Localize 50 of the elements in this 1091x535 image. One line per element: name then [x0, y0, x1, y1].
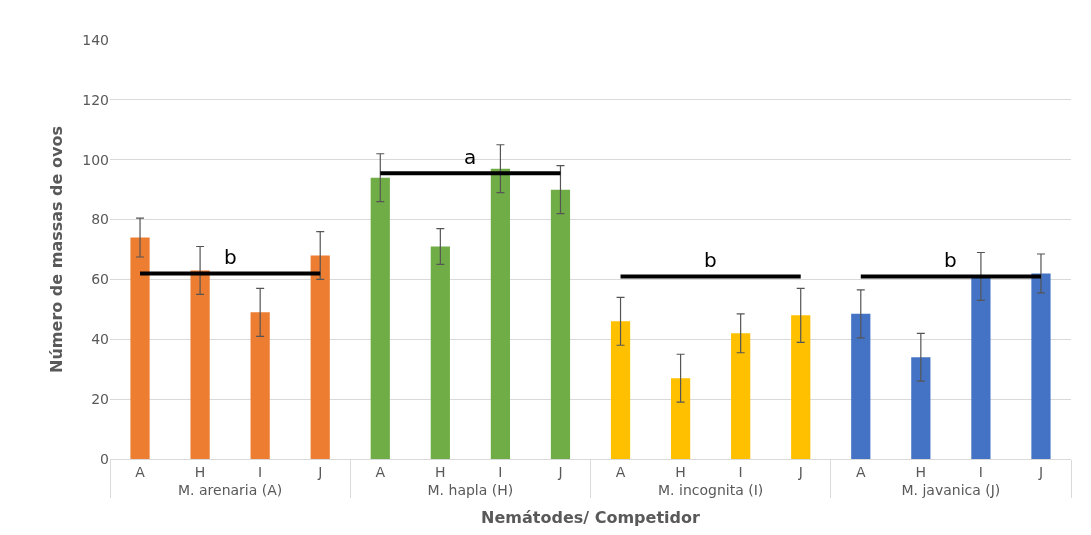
series-label: a [464, 145, 477, 169]
x-tick-label: H [435, 463, 446, 480]
x-tick-label: J [1037, 463, 1044, 480]
x-tick-label: I [498, 463, 503, 480]
text: M. arenaria (A) [178, 481, 283, 498]
bar [971, 276, 991, 459]
bar [250, 312, 270, 459]
y-tick-label: 80 [91, 211, 109, 228]
x-tick-label: J [797, 463, 803, 480]
bar [851, 313, 871, 459]
y-tick-label: 40 [91, 331, 109, 348]
y-tick-label: 0 [100, 450, 109, 467]
x-tick-label: A [855, 463, 866, 480]
x-tick-label: J [317, 463, 323, 480]
bar [670, 378, 691, 459]
bar [490, 168, 511, 459]
y-tick-label: 20 [91, 391, 109, 408]
text: M. javanica (J) [901, 481, 1001, 498]
x-tick-label: I [738, 463, 743, 480]
series-label: b [224, 245, 237, 269]
x-tick-label: A [615, 463, 626, 480]
x-tick-label: H [675, 463, 686, 480]
y-axis-title: Número de massas de ovos [47, 126, 67, 373]
bar [130, 237, 150, 459]
x-tick-label: J [557, 463, 563, 480]
y-tick-label: 140 [82, 31, 109, 48]
bar [911, 357, 931, 459]
bar [550, 189, 571, 459]
bar [791, 315, 811, 459]
bar [430, 246, 450, 459]
x-tick-label: A [135, 463, 146, 480]
bar [370, 177, 390, 459]
y-tick-label: 60 [91, 271, 109, 288]
bar [1031, 273, 1051, 459]
series-label: b [944, 248, 957, 272]
y-tick-label: 100 [82, 151, 109, 168]
y-tick-label: 120 [82, 91, 109, 108]
x-tick-label: I [258, 463, 263, 480]
text: M. hapla (H) [427, 481, 514, 498]
bar [731, 333, 751, 459]
bar [310, 255, 330, 459]
bar [190, 270, 210, 459]
text: M. incognita (I) [658, 481, 764, 498]
series-label: b [704, 248, 717, 272]
x-tick-label: H [194, 463, 206, 480]
bar [610, 321, 631, 459]
x-axis-title: Nemátodes/ Competidor [481, 508, 700, 528]
x-tick-label: I [978, 463, 983, 480]
x-tick-label: H [915, 463, 927, 480]
x-tick-label: A [375, 463, 386, 480]
